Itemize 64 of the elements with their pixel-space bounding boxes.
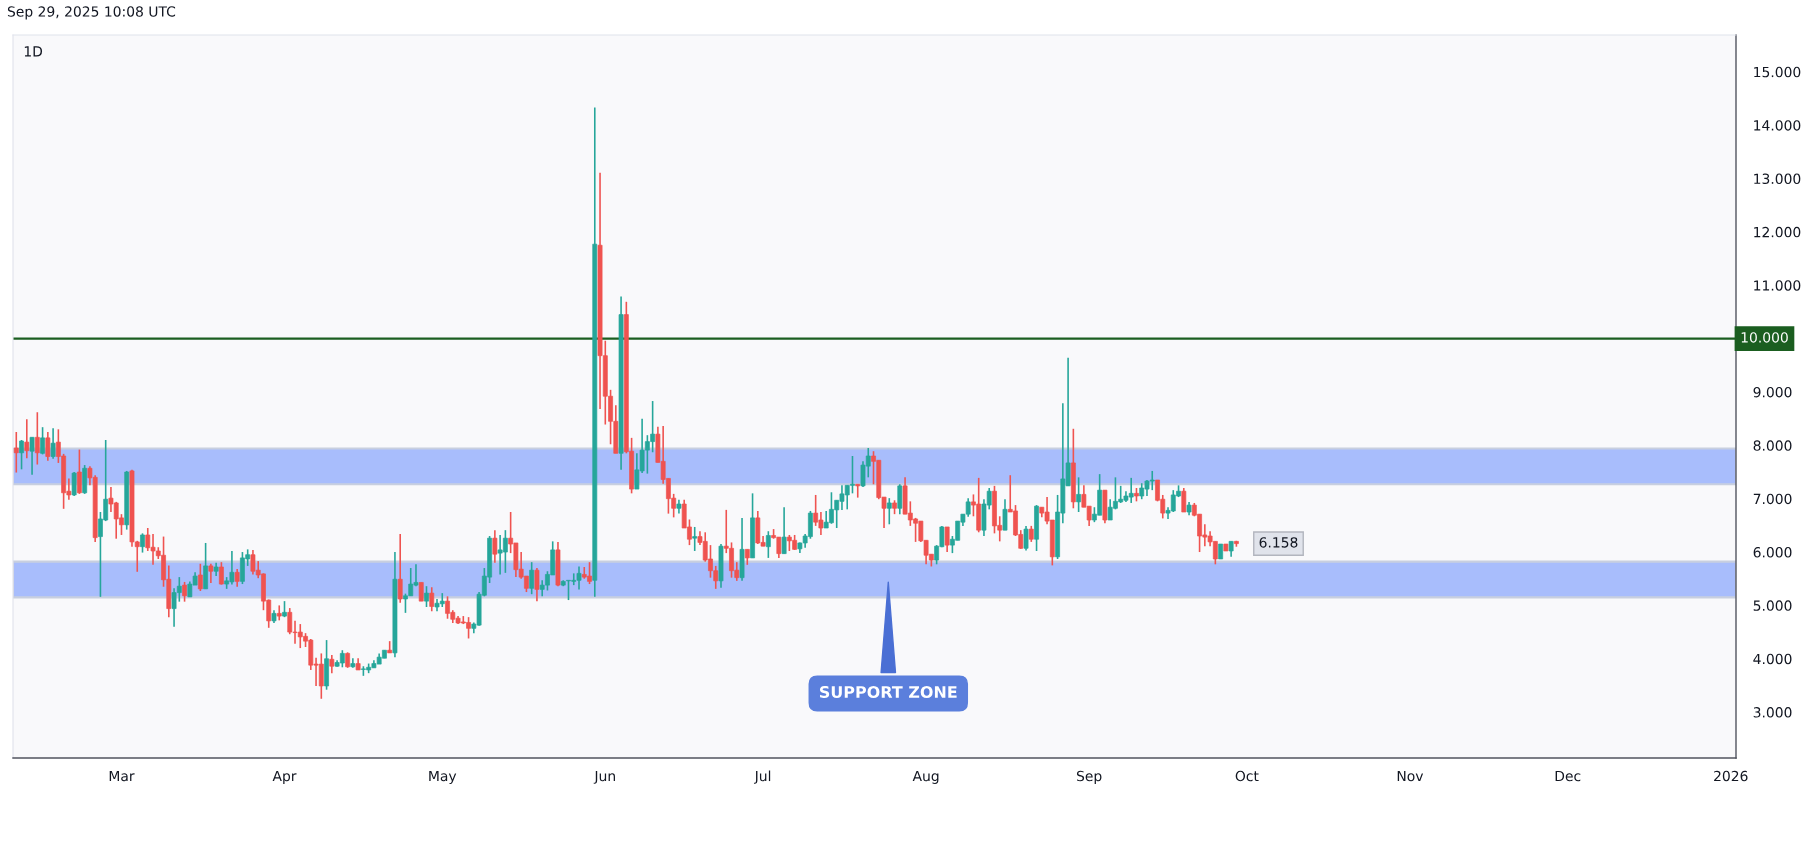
ref-line-label: 10.000 [1741,332,1788,343]
candlestick [1181,487,1187,513]
x-tick-label: Mar [109,770,135,782]
y-tick-label: 4.000 [1753,653,1792,665]
candlestick [897,483,903,515]
candlestick [397,533,403,604]
x-tick-label: Sep [1076,770,1102,784]
candlestick [692,526,698,552]
x-tick-label: Nov [1397,770,1424,782]
y-tick-label: 12.000 [1754,226,1801,238]
text: 1D [24,46,43,57]
candlestick [182,581,187,603]
x-tick-label: Oct [1235,770,1259,782]
x-tick-label: Jun [593,770,615,784]
candlestick [40,426,45,456]
candlestick [29,436,35,476]
x-tick-label: Aug [912,770,939,784]
candlestick [45,431,51,462]
candlestick [13,431,19,474]
candlestick [1002,498,1008,531]
candlestick [418,581,424,602]
candlestick [944,526,950,553]
candlestick [140,532,145,554]
candlestick [529,561,535,595]
candlestick [492,529,498,564]
candlestick [71,471,77,497]
candlestick [24,418,30,459]
candlestick [197,562,203,592]
candlestick [76,448,82,495]
y-tick-label: 13.000 [1754,173,1801,185]
y-tick-label: 9.000 [1753,386,1792,398]
candlestick [34,411,40,466]
x-tick-label: 2026 [1714,770,1748,782]
y-tick-label: 8.000 [1753,440,1792,451]
candlestick [886,497,892,526]
x-tick-label: Jul [753,770,771,784]
band-label: SUPPORT ZONE [819,685,957,699]
candlestick [781,506,787,555]
candlestick [329,654,335,674]
candlestick [276,604,282,622]
x-tick-label: Apr [272,770,297,784]
y-tick-label: 3.000 [1753,707,1792,718]
candlestick [218,561,224,586]
y-tick-label: 7.000 [1753,493,1792,505]
y-tick-label: 14.000 [1754,120,1801,131]
candlestick [203,542,209,590]
text: Sep 29, 2025 10:08 UTC [7,6,176,20]
x-tick-label: May [429,770,457,784]
y-tick-label: 6.000 [1753,547,1792,558]
y-tick-label: 11.000 [1754,280,1801,291]
candlestick [429,586,435,613]
candlestick [1076,476,1082,513]
candlestick [855,483,861,499]
candlestick [1023,525,1029,552]
annotation: 6.158 [1259,537,1298,548]
candlestick [50,427,56,460]
x-tick-label: Dec [1555,770,1581,782]
candlestick [19,439,24,471]
candlestick [208,562,214,584]
y-tick-label: 5.000 [1753,600,1792,611]
candlestick [534,567,540,602]
y-tick-label: 15.000 [1754,66,1801,78]
candlestick [424,585,429,608]
candlestick [765,530,771,559]
